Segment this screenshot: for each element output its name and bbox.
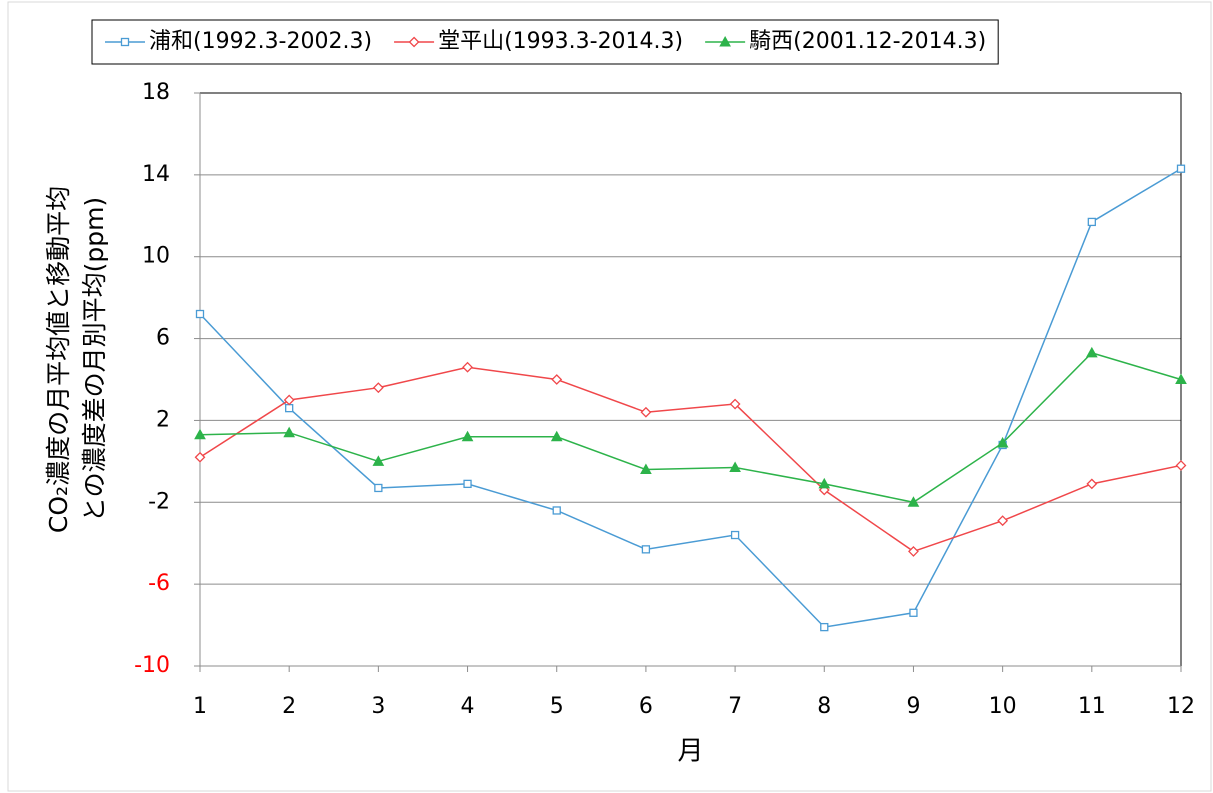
data-point <box>461 430 474 442</box>
legend-marker <box>120 37 130 47</box>
data-point <box>550 430 563 442</box>
y-tick-label: 18 <box>142 80 170 105</box>
data-point <box>285 403 294 413</box>
data-point <box>818 477 831 489</box>
data-point <box>462 361 473 373</box>
data-point <box>551 374 563 385</box>
data-point <box>996 436 1009 448</box>
series <box>194 361 1187 557</box>
data-point <box>1175 460 1187 471</box>
x-tick-label: 11 <box>1078 694 1106 719</box>
series <box>195 164 1186 632</box>
data-point <box>1087 217 1096 227</box>
data-point <box>729 461 741 472</box>
data-point <box>374 483 383 493</box>
data-point <box>1176 164 1186 173</box>
chart-frame <box>7 1 1212 792</box>
y-axis-title: との濃度差の月別平均(ppm) <box>80 197 109 522</box>
data-point <box>907 496 920 507</box>
x-tick-label: 7 <box>728 694 742 719</box>
y-tick-label: 2 <box>156 407 170 432</box>
series <box>194 346 1187 507</box>
data-point <box>909 608 918 617</box>
x-tick-label: 5 <box>550 694 564 719</box>
y-axis-title: CO₂濃度の月平均値と移動平均 <box>44 186 73 533</box>
y-tick-label: -10 <box>134 653 170 678</box>
legend-label: 浦和(1992.3-2002.3) <box>149 29 372 54</box>
legend-marker <box>719 35 731 47</box>
y-tick-label: 6 <box>156 326 170 351</box>
legend-label: 堂平山(1993.3-2014.3) <box>438 29 683 54</box>
y-tick-label: -2 <box>148 489 170 514</box>
data-point <box>820 622 829 632</box>
data-point <box>283 426 296 438</box>
data-point <box>195 309 205 319</box>
data-point <box>552 506 561 515</box>
data-point <box>730 530 740 540</box>
data-point <box>283 394 295 406</box>
series-line <box>199 168 1182 628</box>
series-line <box>199 352 1182 504</box>
legend-label: 騎西(2001.12-2014.3) <box>749 29 986 54</box>
data-point <box>372 455 385 466</box>
x-tick-label: 12 <box>1167 694 1195 719</box>
y-tick-label: 14 <box>142 162 170 187</box>
data-point <box>1086 478 1098 490</box>
x-tick-label: 10 <box>989 694 1017 719</box>
data-point <box>729 398 741 410</box>
data-point <box>908 545 919 557</box>
data-point <box>997 515 1009 527</box>
x-tick-label: 6 <box>639 694 653 719</box>
x-tick-label: 8 <box>817 694 831 719</box>
x-tick-label: 2 <box>282 694 296 719</box>
data-point <box>194 428 206 440</box>
data-point <box>194 451 206 463</box>
series-line <box>199 366 1182 553</box>
x-tick-label: 9 <box>906 694 920 719</box>
data-point <box>641 545 651 554</box>
data-point <box>1175 373 1187 384</box>
x-tick-label: 3 <box>371 694 385 719</box>
data-point <box>372 382 384 394</box>
y-tick-label: -6 <box>148 571 170 596</box>
x-tick-label: 1 <box>193 694 207 719</box>
data-point <box>463 479 472 489</box>
legend: 浦和(1992.3-2002.3) 堂平山(1993.3-2014.3) 騎西(20… <box>91 19 999 65</box>
data-point <box>1085 346 1098 358</box>
data-point <box>640 463 652 475</box>
x-axis-title: 月 <box>677 737 703 767</box>
legend-box <box>91 19 999 65</box>
y-tick-label: 10 <box>142 244 170 269</box>
data-point <box>640 406 652 418</box>
x-tick-label: 4 <box>461 694 475 719</box>
legend-marker <box>408 36 420 48</box>
